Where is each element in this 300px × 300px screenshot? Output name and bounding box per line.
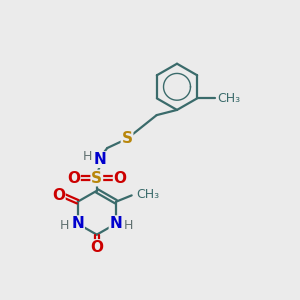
- Text: H: H: [83, 150, 92, 163]
- Text: O: O: [90, 240, 103, 255]
- Text: N: N: [94, 152, 107, 167]
- Text: N: N: [110, 216, 122, 231]
- Text: O: O: [113, 171, 127, 186]
- Text: H: H: [60, 220, 70, 232]
- Text: H: H: [124, 220, 134, 232]
- Text: CH₃: CH₃: [136, 188, 159, 201]
- Text: CH₃: CH₃: [218, 92, 241, 105]
- Text: N: N: [71, 216, 84, 231]
- Text: S: S: [122, 131, 133, 146]
- Text: O: O: [52, 188, 65, 203]
- Text: O: O: [67, 171, 80, 186]
- Text: S: S: [91, 171, 102, 186]
